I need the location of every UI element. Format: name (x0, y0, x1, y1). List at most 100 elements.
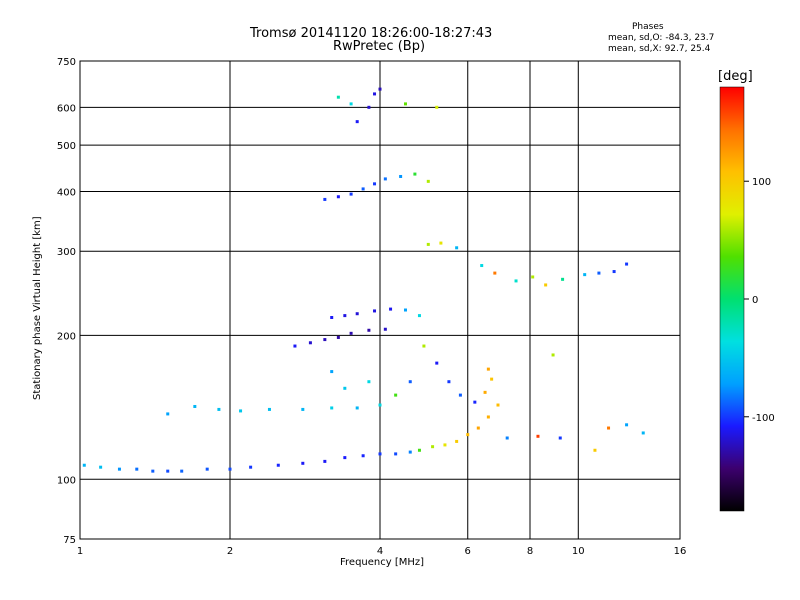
data-point (228, 467, 232, 471)
plot-frame (79, 60, 681, 540)
data-point (343, 386, 347, 390)
data-point (426, 242, 430, 246)
data-point (301, 461, 305, 465)
data-point (378, 452, 382, 456)
phases-heading: Phases (632, 22, 664, 32)
data-point (349, 102, 353, 106)
data-point (394, 393, 398, 397)
data-point (612, 270, 616, 274)
data-point (561, 277, 565, 281)
data-point (361, 187, 365, 191)
data-point (308, 341, 312, 345)
data-point (373, 309, 377, 313)
data-point (361, 454, 365, 458)
data-point (403, 308, 407, 312)
data-point (536, 434, 540, 438)
y-tick-label: 500 (57, 141, 76, 152)
x-tick-label: 2 (227, 546, 233, 557)
colorbar-tick-label: -100 (752, 413, 775, 424)
data-point (249, 465, 253, 469)
data-point (431, 445, 435, 449)
data-point (355, 406, 359, 410)
data-point (205, 467, 209, 471)
data-point (323, 459, 327, 463)
data-point (355, 312, 359, 316)
data-point (490, 377, 494, 381)
data-point (323, 197, 327, 201)
data-point (435, 361, 439, 365)
data-point (336, 95, 340, 99)
data-point (607, 426, 611, 430)
data-point (373, 182, 377, 186)
data-point (355, 120, 359, 124)
x-tick-label: 10 (572, 546, 585, 557)
axis-ticks: 1 2 4 6 8 10 16 75 100 200 300 400 500 600 750 (57, 57, 686, 557)
data-point (336, 195, 340, 199)
data-point (403, 102, 407, 106)
data-point (389, 307, 393, 311)
data-point (180, 469, 184, 473)
colorbar-unit-label: [deg] (718, 69, 753, 84)
data-point (343, 456, 347, 460)
data-point (166, 469, 170, 473)
data-point (378, 403, 382, 407)
data-point (330, 315, 334, 319)
data-point (217, 407, 221, 411)
y-tick-label: 600 (57, 103, 76, 114)
data-point (117, 467, 121, 471)
data-point (394, 452, 398, 456)
data-point (483, 390, 487, 394)
phases-x-stats: mean, sd,X: 92.7, 25.4 (608, 44, 711, 54)
data-point (293, 344, 297, 348)
data-point (408, 450, 412, 454)
y-tick-label: 750 (57, 57, 76, 68)
data-point (276, 463, 280, 467)
data-point (323, 338, 327, 342)
data-point (486, 415, 490, 419)
colorbar-ticks: 100 0 -100 (744, 177, 775, 424)
y-tick-label: 400 (57, 187, 76, 198)
data-point (417, 448, 421, 452)
data-point (82, 463, 86, 467)
data-point (383, 327, 387, 331)
data-point (455, 246, 459, 250)
data-point (383, 177, 387, 181)
data-point (493, 271, 497, 275)
data-point (597, 271, 601, 275)
data-point (458, 393, 462, 397)
data-point (476, 426, 480, 430)
data-point (330, 406, 334, 410)
y-tick-label: 300 (57, 247, 76, 258)
data-point (373, 92, 377, 96)
data-point (480, 264, 484, 268)
data-point (583, 273, 587, 277)
data-point (330, 370, 334, 374)
data-point (267, 407, 271, 411)
y-tick-label: 200 (57, 331, 76, 342)
data-point (343, 314, 347, 318)
data-point (301, 407, 305, 411)
data-point (336, 335, 340, 339)
x-tick-label: 8 (527, 546, 533, 557)
data-point (551, 353, 555, 357)
data-point (422, 344, 426, 348)
chart-subtitle: RwPretec (Bp) (333, 39, 426, 54)
scatter-points (82, 87, 645, 473)
data-point (641, 431, 645, 435)
data-point (151, 469, 155, 473)
data-point (455, 439, 459, 443)
x-tick-label: 6 (465, 546, 471, 557)
data-point (486, 367, 490, 371)
data-point (625, 262, 629, 266)
data-point (447, 380, 451, 384)
data-point (99, 465, 103, 469)
data-point (544, 283, 548, 287)
data-point (593, 448, 597, 452)
data-point (193, 404, 197, 408)
data-point (349, 192, 353, 196)
data-point (399, 174, 403, 178)
chart-title: Tromsø 20141120 18:26:00-18:27:43 (250, 26, 493, 41)
data-point (367, 380, 371, 384)
data-point (531, 275, 535, 279)
